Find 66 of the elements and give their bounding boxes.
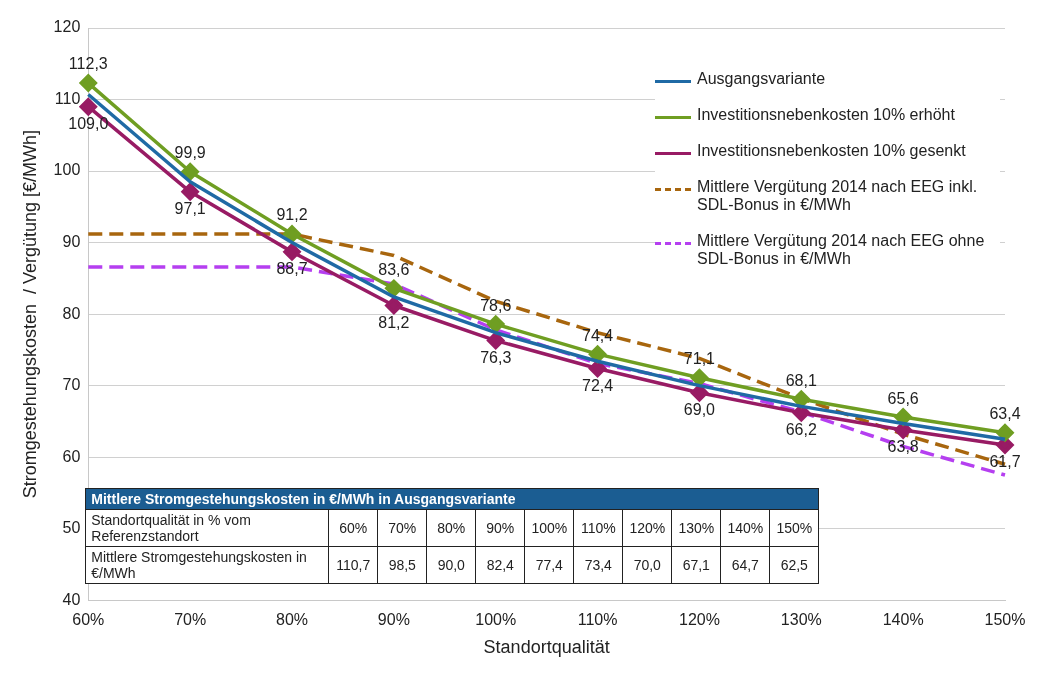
annotation: 110,7 [328, 546, 378, 584]
annotation: 73,4 [573, 546, 623, 584]
category-label: 130% [678, 520, 715, 537]
y-tick-label: 50 [62, 519, 81, 537]
annotation: 64,7 [720, 546, 770, 584]
y-tick-label: 70 [62, 376, 81, 394]
data-label: 69,0 [683, 401, 716, 419]
data-label: 68,1 [785, 371, 817, 389]
annotation: Standortqualität in % vom Referenzstandort [85, 509, 329, 547]
annotation: 70,0 [622, 546, 672, 584]
x-tick-label: 130% [780, 611, 822, 629]
annotation: 82,4 [475, 546, 525, 584]
annotation: 98,5 [377, 546, 427, 584]
data-label: 91,2 [276, 206, 308, 224]
data-label: 74,4 [582, 326, 614, 344]
legend-label: Mittlere Vergütung 2014 nach EEG ohne SDL-Bonus in €/MWh [697, 232, 986, 268]
legend-label: Mittlere Vergütung 2014 nach EEG inkl. SDL-Bonus in €/MWh [697, 178, 979, 214]
x-tick-label: 60% [72, 611, 105, 629]
annotation: 90,0 [426, 546, 476, 584]
y-tick-label: 60 [62, 447, 81, 465]
x-tick-label: 100% [475, 611, 517, 629]
x-tick-label: 90% [377, 611, 410, 629]
y-tick-label: 120 [53, 18, 81, 36]
y-tick-label: 90 [62, 232, 81, 250]
category-label: 150% [776, 520, 813, 537]
category-label: 60% [339, 520, 368, 537]
annotation: 62,5 [769, 546, 819, 584]
data-label: 76,3 [480, 348, 512, 366]
data-label: 99,9 [174, 144, 206, 162]
category-label: 140% [727, 520, 764, 537]
data-label: 66,2 [785, 421, 817, 439]
category-label: 110% [580, 520, 616, 537]
annotation: Mittlere Stromgestehungskosten in €/MWh in Ausgangsvariante [85, 488, 819, 510]
x-tick-label: 150% [984, 611, 1026, 629]
y-tick-label: 40 [62, 590, 81, 608]
x-tick-label: 70% [174, 611, 207, 629]
y-axis-title: Stromgestehungskosten / Vergütung [€/MWh] [19, 130, 40, 499]
category-label: 80% [437, 520, 466, 537]
legend-label: Investitionsnebenkosten 10% gesenkt [697, 142, 966, 160]
x-tick-label: 110% [577, 611, 618, 629]
y-tick-label: 110 [54, 89, 81, 107]
x-tick-label: 120% [678, 611, 720, 629]
category-label: 90% [486, 520, 515, 537]
y-tick-label: 80 [62, 304, 81, 322]
data-label: 72,4 [582, 376, 614, 394]
x-axis-title: Standortqualität [483, 637, 610, 658]
data-label: 63,4 [989, 405, 1021, 423]
data-label: 112,3 [68, 55, 108, 73]
data-label: 97,1 [174, 200, 206, 218]
data-label: 81,2 [378, 313, 410, 331]
x-tick-label: 140% [882, 611, 924, 629]
legend-label: Investitionsnebenkosten 10% erhöht [697, 106, 955, 124]
data-label: 61,7 [989, 453, 1021, 471]
data-label: 109,0 [68, 115, 109, 133]
annotation: 67,1 [671, 546, 721, 584]
annotation: 77,4 [524, 546, 574, 584]
x-tick-label: 80% [275, 611, 309, 629]
category-label: 120% [629, 520, 666, 537]
data-label: 65,6 [887, 389, 919, 407]
y-tick-label: 100 [53, 161, 81, 179]
data-label: 78,6 [480, 296, 512, 314]
annotation: Mittlere Stromgestehungskosten in €/MWh [85, 546, 329, 584]
data-label: 83,6 [378, 260, 410, 278]
category-label: 100% [531, 520, 568, 537]
category-label: 70% [388, 520, 417, 537]
legend-label: Ausgangsvariante [697, 70, 826, 88]
